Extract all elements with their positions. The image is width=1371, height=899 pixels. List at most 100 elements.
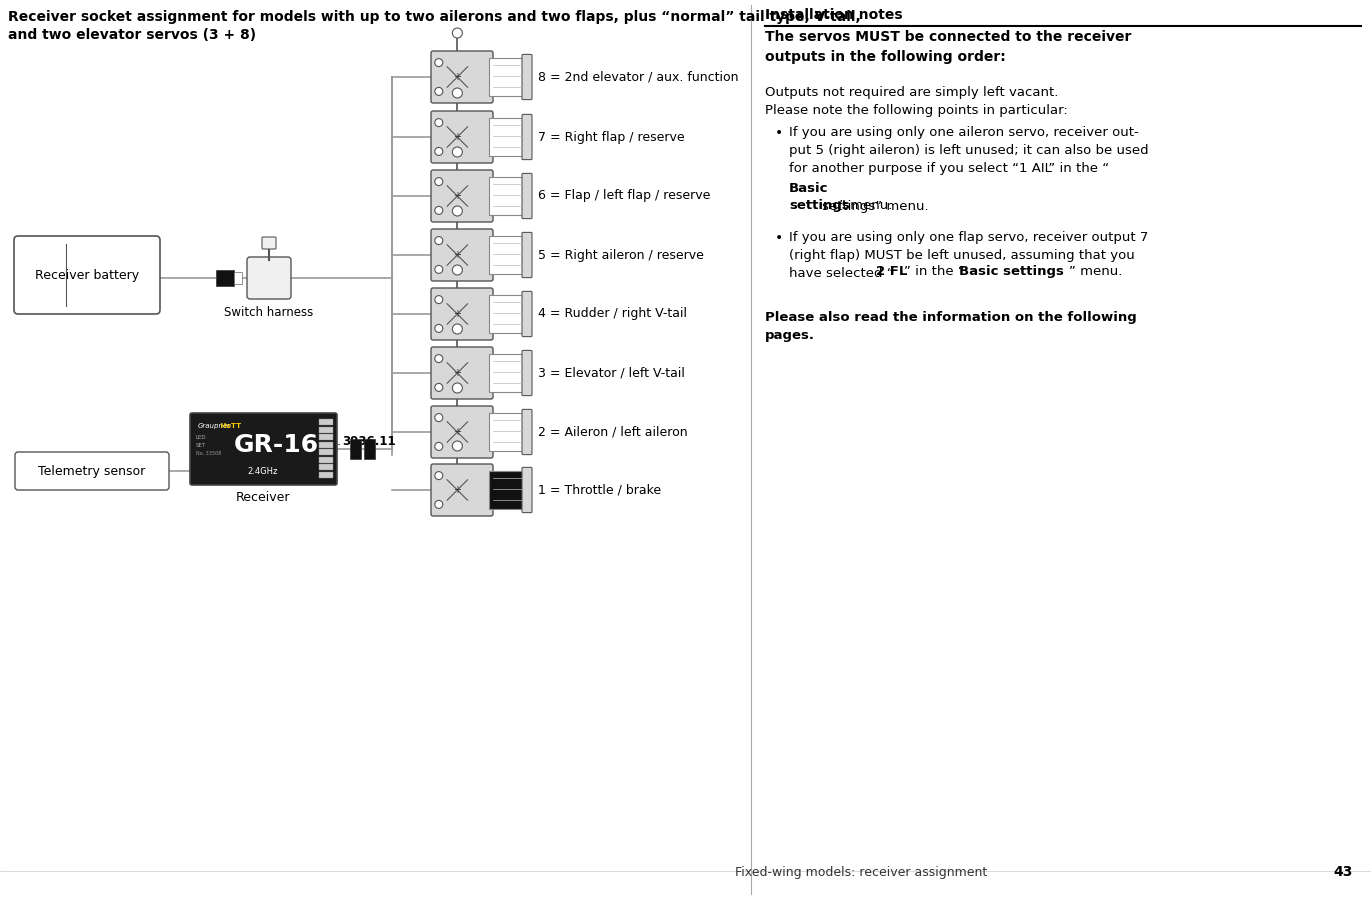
Text: SET: SET — [196, 443, 206, 448]
FancyBboxPatch shape — [319, 441, 333, 448]
Circle shape — [452, 206, 462, 216]
Text: Order No.: Order No. — [284, 435, 344, 448]
Circle shape — [452, 383, 462, 393]
Text: GR-16: GR-16 — [234, 433, 319, 457]
Text: Please note the following points in particular:: Please note the following points in part… — [765, 104, 1068, 117]
FancyBboxPatch shape — [319, 434, 333, 440]
Text: 8 = 2nd elevator / aux. function: 8 = 2nd elevator / aux. function — [537, 70, 739, 84]
Text: Fixed-wing models: receiver assignment: Fixed-wing models: receiver assignment — [735, 866, 987, 879]
FancyBboxPatch shape — [522, 55, 532, 100]
Circle shape — [435, 119, 443, 127]
Text: +: + — [454, 368, 462, 378]
Circle shape — [435, 147, 443, 156]
FancyBboxPatch shape — [319, 426, 333, 432]
Circle shape — [435, 325, 443, 333]
Text: +: + — [454, 250, 462, 260]
Circle shape — [452, 441, 462, 451]
Text: 2.4GHz: 2.4GHz — [247, 467, 277, 476]
FancyBboxPatch shape — [234, 272, 243, 284]
FancyBboxPatch shape — [430, 111, 494, 163]
Text: ” menu.: ” menu. — [839, 199, 893, 212]
Circle shape — [452, 324, 462, 334]
FancyBboxPatch shape — [522, 291, 532, 336]
Text: 3936.11: 3936.11 — [341, 435, 396, 448]
FancyBboxPatch shape — [319, 419, 333, 425]
Text: Y-lead,: Y-lead, — [284, 421, 324, 434]
FancyBboxPatch shape — [319, 449, 333, 455]
Text: 5 = Right aileron / reserve: 5 = Right aileron / reserve — [537, 248, 703, 262]
FancyBboxPatch shape — [489, 118, 522, 156]
Text: Outputs not required are simply left vacant.: Outputs not required are simply left vac… — [765, 86, 1058, 99]
Text: +: + — [454, 485, 462, 495]
Circle shape — [435, 296, 443, 304]
Circle shape — [435, 207, 443, 214]
Circle shape — [452, 265, 462, 275]
FancyBboxPatch shape — [489, 295, 522, 334]
FancyBboxPatch shape — [489, 471, 522, 509]
Text: •: • — [775, 126, 783, 140]
Text: Switch harness: Switch harness — [225, 306, 314, 319]
Text: Receiver socket assignment for models with up to two ailerons and two flaps, plu: Receiver socket assignment for models wi… — [8, 10, 861, 42]
Circle shape — [435, 383, 443, 391]
Text: No. 33508: No. 33508 — [196, 451, 221, 456]
FancyBboxPatch shape — [522, 233, 532, 278]
FancyBboxPatch shape — [489, 236, 522, 274]
Text: 6 = Flap / left flap / reserve: 6 = Flap / left flap / reserve — [537, 190, 710, 202]
FancyBboxPatch shape — [14, 236, 160, 314]
FancyBboxPatch shape — [430, 347, 494, 399]
FancyBboxPatch shape — [489, 413, 522, 451]
FancyBboxPatch shape — [262, 237, 276, 249]
FancyBboxPatch shape — [522, 351, 532, 396]
FancyBboxPatch shape — [522, 114, 532, 160]
Circle shape — [435, 354, 443, 362]
Text: 4 = Rudder / right V-tail: 4 = Rudder / right V-tail — [537, 307, 687, 321]
FancyBboxPatch shape — [489, 58, 522, 96]
Text: The servos MUST be connected to the receiver
outputs in the following order:: The servos MUST be connected to the rece… — [765, 30, 1131, 64]
Text: +: + — [454, 309, 462, 319]
Text: 3 = Elevator / left V-tail: 3 = Elevator / left V-tail — [537, 367, 686, 379]
Text: HoTT: HoTT — [197, 423, 241, 429]
Text: 1 = Throttle / brake: 1 = Throttle / brake — [537, 484, 661, 496]
Circle shape — [435, 414, 443, 422]
Text: 43: 43 — [1334, 865, 1353, 879]
FancyBboxPatch shape — [247, 257, 291, 299]
Text: LED: LED — [196, 435, 207, 440]
FancyBboxPatch shape — [522, 409, 532, 455]
FancyBboxPatch shape — [430, 464, 494, 516]
Circle shape — [435, 501, 443, 509]
Text: settings: settings — [790, 199, 850, 212]
Text: +: + — [454, 132, 462, 142]
FancyBboxPatch shape — [430, 51, 494, 103]
Text: Installation notes: Installation notes — [765, 8, 902, 22]
Circle shape — [435, 472, 443, 479]
Text: Graupner: Graupner — [197, 423, 232, 429]
FancyBboxPatch shape — [489, 177, 522, 215]
Text: 7 = Right flap / reserve: 7 = Right flap / reserve — [537, 130, 684, 144]
FancyBboxPatch shape — [363, 439, 376, 459]
Circle shape — [435, 58, 443, 67]
Text: Receiver: Receiver — [236, 491, 291, 504]
FancyBboxPatch shape — [217, 270, 234, 286]
Text: Receiver battery: Receiver battery — [34, 269, 138, 281]
FancyBboxPatch shape — [430, 170, 494, 222]
Text: ” in the “: ” in the “ — [903, 265, 965, 278]
Text: settings” menu.: settings” menu. — [823, 182, 928, 213]
FancyBboxPatch shape — [15, 452, 169, 490]
FancyBboxPatch shape — [430, 288, 494, 340]
Text: •: • — [775, 231, 783, 245]
Text: If you are using only one flap servo, receiver output 7
(right flap) MUST be lef: If you are using only one flap servo, re… — [790, 231, 1149, 280]
Circle shape — [435, 236, 443, 245]
FancyBboxPatch shape — [522, 174, 532, 218]
FancyBboxPatch shape — [522, 467, 532, 512]
Text: +: + — [454, 191, 462, 201]
FancyBboxPatch shape — [430, 229, 494, 281]
FancyBboxPatch shape — [319, 471, 333, 477]
Circle shape — [435, 442, 443, 450]
Text: 2 = Aileron / left aileron: 2 = Aileron / left aileron — [537, 425, 688, 439]
Text: +: + — [454, 72, 462, 82]
Text: +: + — [454, 427, 462, 437]
Circle shape — [435, 265, 443, 273]
FancyBboxPatch shape — [350, 439, 361, 459]
Text: Basic settings: Basic settings — [960, 265, 1064, 278]
FancyBboxPatch shape — [430, 406, 494, 458]
